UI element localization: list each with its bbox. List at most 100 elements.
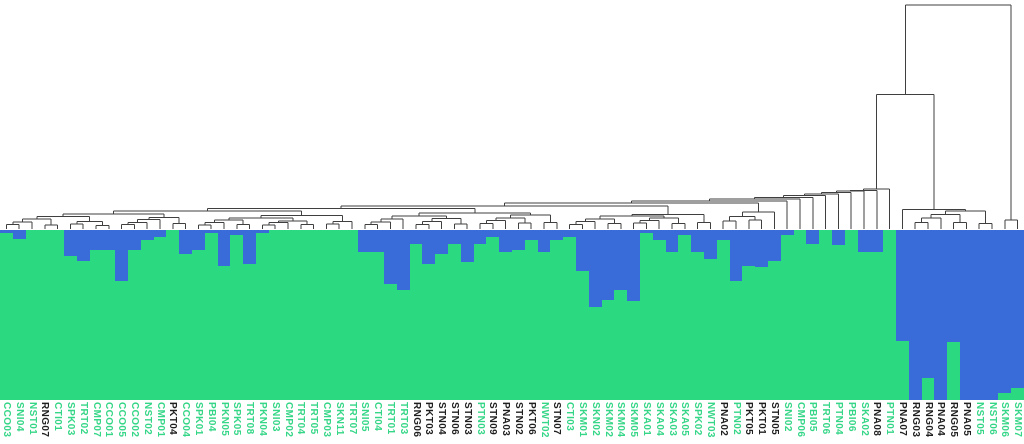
sample-label-TRT08: TRT08 [244,402,256,435]
heatmap-column-STN03 [460,230,474,400]
heatmap-column-SPK05 [230,230,244,400]
heatmap-column-PNA03 [499,230,512,400]
sample-label-row: CCO03 SNI04 NST01 RNG07 CTI01 SPK03 TRT02 CMP07… [0,401,1024,444]
heatmap-column-STN07 [550,230,564,400]
heatmap-column-SKN11 [332,230,346,400]
sample-label-CTI04: CTI04 [372,402,384,432]
blue-fraction [473,230,487,244]
heatmap-column-PTN03 [473,230,487,400]
sample-label-SPK02: SPK02 [692,402,704,436]
blue-fraction [640,230,653,234]
blue-fraction [243,230,256,264]
sample-label-PKT03: PKT03 [423,402,435,436]
sample-label-CMP01: CMP01 [154,402,166,438]
blue-fraction [780,230,794,236]
blue-fraction [806,230,820,244]
sample-label-STN06: STN06 [448,402,460,436]
sample-label-STN04: STN04 [436,402,448,436]
heatmap-column-PNA04 [934,230,948,400]
sample-label-PNA02: PNA02 [717,402,729,437]
blue-fraction [115,230,128,281]
heatmap-column-PTN02 [729,230,743,400]
sample-label-PNA04: PNA04 [935,402,947,437]
sample-label-SPK05: SPK05 [231,402,243,436]
blue-fraction [486,230,500,237]
blue-fraction [704,230,717,259]
sample-label-PBI05: PBI05 [807,402,819,432]
heatmap-column-NST02 [140,230,154,400]
sample-label-TRT02: TRT02 [77,402,89,435]
blue-fraction [678,230,692,236]
sample-label-PNA07: PNA07 [896,402,908,437]
sample-label-SKM06: SKM06 [999,402,1011,438]
sample-label-NST01: NST01 [26,402,38,436]
heatmap-column-SNI04 [12,230,26,400]
blue-fraction [499,230,512,253]
sample-label-NWT02: NWT02 [538,402,550,438]
heatmap-column-PBI04 [204,230,218,400]
heatmap-column-PKT01 [755,230,768,400]
heatmap-column-TRT02 [76,230,90,400]
sample-label-PKT05: PKT05 [743,402,755,436]
heatmap-column-SKA02 [857,230,871,400]
heatmap-column-SKM05 [627,230,640,400]
heatmap-column-SPK01 [192,230,205,400]
heatmap-column-PKN05 [217,230,231,400]
blue-fraction [576,230,589,271]
heatmap-column-TRT08 [243,230,256,400]
heatmap-column-SKM07 [1011,230,1024,400]
blue-fraction [742,230,756,266]
heatmap-column-PKT06 [524,230,538,400]
blue-fraction [512,230,525,251]
blue-fraction [921,230,935,378]
blue-fraction [563,230,576,237]
heatmap-column-STN09 [486,230,500,400]
blue-fraction [371,230,384,253]
blue-fraction [985,230,999,400]
sample-label-PTN02: PTN02 [730,402,742,436]
sample-label-RNG07: RNG07 [39,402,51,438]
sample-label-PKN04: PKN04 [256,402,268,437]
admixture-heatmap [0,230,1024,400]
sample-label-SKA03: SKA03 [666,402,678,437]
heatmap-column-TRT05 [307,230,320,400]
sample-label-TRT06: TRT06 [820,402,832,435]
sample-label-CCO02: CCO02 [128,402,140,438]
sample-label-RNG06: RNG06 [410,402,422,438]
heatmap-column-CCO04 [179,230,192,400]
heatmap-column-STN02 [512,230,525,400]
heatmap-column-RNG04 [921,230,935,400]
blue-fraction [460,230,474,263]
blue-fraction [192,230,205,251]
heatmap-column-SKA04 [652,230,666,400]
heatmap-column-NWT02 [537,230,551,400]
blue-fraction [0,230,13,234]
sample-label-SNI02: SNI02 [781,402,793,432]
blue-fraction [755,230,768,268]
blue-fraction [537,230,551,253]
sample-label-SKM07: SKM07 [1012,402,1024,438]
sample-label-STN03: STN03 [461,402,473,436]
blue-fraction [729,230,743,281]
heatmap-column-SNI03 [268,230,282,400]
blue-fraction [179,230,192,254]
blue-fraction [128,230,141,251]
blue-fraction [614,230,628,290]
heatmap-column-SKA03 [665,230,679,400]
sample-label-CCO04: CCO04 [180,402,192,438]
heatmap-column-PNA02 [716,230,730,400]
heatmap-column-CCO05 [115,230,128,400]
sample-label-PKT01: PKT01 [756,402,768,436]
blue-fraction [652,230,666,241]
heatmap-column-PBI05 [806,230,820,400]
blue-fraction [691,230,704,253]
blue-fraction [601,230,615,300]
sample-label-PNA08: PNA08 [871,402,883,437]
heatmap-column-CTI03 [563,230,576,400]
heatmap-column-PKN04 [256,230,269,400]
sample-label-SNI04: SNI04 [13,402,25,432]
sample-label-CTI01: CTI01 [52,402,64,432]
sample-label-SNI05: SNI05 [359,402,371,432]
heatmap-column-CMP03 [320,230,333,400]
